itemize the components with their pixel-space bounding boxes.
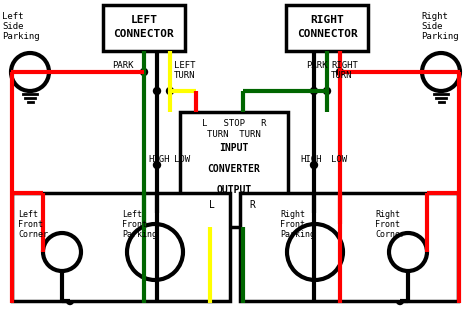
Circle shape bbox=[397, 298, 404, 304]
Text: RIGHT: RIGHT bbox=[310, 15, 344, 25]
Text: R: R bbox=[249, 200, 255, 210]
Text: Left: Left bbox=[122, 210, 142, 219]
Circle shape bbox=[11, 53, 49, 91]
Text: Right: Right bbox=[280, 210, 305, 219]
Text: Side: Side bbox=[2, 22, 24, 31]
FancyBboxPatch shape bbox=[12, 193, 230, 301]
Text: Right: Right bbox=[421, 12, 448, 21]
Text: PARK: PARK bbox=[306, 61, 327, 70]
Text: PARK: PARK bbox=[112, 61, 133, 70]
Text: L: L bbox=[209, 200, 215, 210]
Circle shape bbox=[127, 224, 183, 280]
FancyBboxPatch shape bbox=[103, 5, 185, 51]
Text: CONNECTOR: CONNECTOR bbox=[114, 29, 174, 39]
Circle shape bbox=[140, 69, 147, 76]
Text: LEFT: LEFT bbox=[174, 61, 195, 70]
Text: Right: Right bbox=[375, 210, 400, 219]
Text: Front: Front bbox=[375, 220, 400, 229]
Text: HIGH: HIGH bbox=[148, 155, 170, 164]
Text: RIGHT: RIGHT bbox=[331, 61, 358, 70]
Text: HIGH: HIGH bbox=[300, 155, 322, 164]
Circle shape bbox=[324, 87, 331, 95]
Text: Left: Left bbox=[18, 210, 38, 219]
FancyBboxPatch shape bbox=[180, 112, 288, 227]
Circle shape bbox=[310, 87, 317, 95]
Text: Front: Front bbox=[122, 220, 147, 229]
Circle shape bbox=[154, 162, 161, 169]
Text: TURN: TURN bbox=[174, 71, 195, 80]
Text: L   STOP   R: L STOP R bbox=[202, 119, 266, 128]
Text: TURN: TURN bbox=[331, 71, 352, 80]
Text: CONNECTOR: CONNECTOR bbox=[297, 29, 357, 39]
Text: Front: Front bbox=[18, 220, 43, 229]
Text: LOW: LOW bbox=[331, 155, 347, 164]
FancyBboxPatch shape bbox=[286, 5, 368, 51]
Text: Front: Front bbox=[280, 220, 305, 229]
Circle shape bbox=[66, 298, 73, 304]
Circle shape bbox=[422, 53, 460, 91]
Text: Corner: Corner bbox=[375, 230, 405, 239]
Text: Side: Side bbox=[421, 22, 442, 31]
Circle shape bbox=[287, 224, 343, 280]
Circle shape bbox=[154, 87, 161, 95]
FancyBboxPatch shape bbox=[240, 193, 458, 301]
Circle shape bbox=[167, 87, 173, 95]
Circle shape bbox=[310, 162, 317, 169]
Text: Parking: Parking bbox=[2, 32, 40, 41]
Text: Parking: Parking bbox=[280, 230, 315, 239]
Text: TURN  TURN: TURN TURN bbox=[207, 130, 261, 139]
Text: Parking: Parking bbox=[421, 32, 459, 41]
Text: LOW: LOW bbox=[174, 155, 190, 164]
Text: CONVERTER: CONVERTER bbox=[208, 164, 260, 174]
Text: LEFT: LEFT bbox=[130, 15, 157, 25]
Circle shape bbox=[389, 233, 427, 271]
Circle shape bbox=[43, 233, 81, 271]
Circle shape bbox=[336, 69, 343, 76]
Text: Left: Left bbox=[2, 12, 24, 21]
Text: Corner: Corner bbox=[18, 230, 48, 239]
Text: INPUT: INPUT bbox=[219, 143, 249, 153]
Text: Parking: Parking bbox=[122, 230, 157, 239]
Text: OUTPUT: OUTPUT bbox=[216, 185, 252, 195]
